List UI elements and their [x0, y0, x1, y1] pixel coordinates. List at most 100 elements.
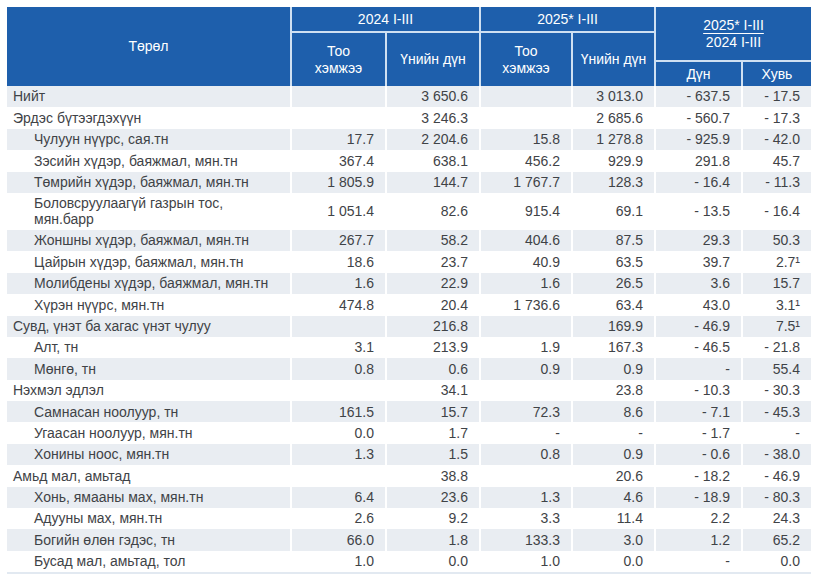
- cell-value: 915.4: [481, 193, 571, 230]
- table-row: Сувд, үнэт ба хагас үнэт чулуу216.8169.9…: [7, 316, 811, 337]
- cell-value: 2.6: [292, 508, 385, 529]
- cell-value: 1.9: [481, 337, 571, 358]
- col-group-2024: 2024 I-III: [292, 7, 479, 31]
- cell-value: 82.6: [387, 193, 479, 230]
- cell-value: 0.0: [292, 422, 385, 443]
- row-label: Адууны мах, мян.тн: [7, 508, 290, 529]
- col-group-2025: 2025* I-III: [481, 7, 654, 31]
- cell-value: 367.4: [292, 150, 385, 171]
- cell-value: [481, 316, 571, 337]
- cell-value: 15.8: [481, 129, 571, 150]
- cell-value: 1 767.7: [481, 172, 571, 193]
- cell-value: 169.9: [573, 316, 654, 337]
- cell-value: 1.2: [656, 529, 741, 550]
- row-label: Бусад мал, амьтад, тол: [7, 551, 290, 572]
- cell-value: 3.1: [292, 337, 385, 358]
- row-label: Алт, тн: [7, 337, 290, 358]
- col-header-value-2025: Үнийн дүн: [573, 33, 654, 86]
- cell-value: [292, 316, 385, 337]
- table-row: Алт, тн3.1213.91.9167.3- 46.5- 21.8: [7, 337, 811, 358]
- row-label: Мөнгө, тн: [7, 358, 290, 379]
- table-row: Төмрийн хүдэр, баяжмал, мян.тн1 805.9144…: [7, 172, 811, 193]
- cell-value: - 13.5: [656, 193, 741, 230]
- cell-value: 23.6: [387, 487, 479, 508]
- col-header-difference: Дүн: [656, 62, 741, 86]
- cell-value: - 11.3: [743, 172, 811, 193]
- row-label: Богийн өлөн гэдэс, тн: [7, 529, 290, 550]
- cell-value: 1 051.4: [292, 193, 385, 230]
- cell-value: 22.9: [387, 273, 479, 294]
- cell-value: 128.3: [573, 172, 654, 193]
- cell-value: 0.9: [573, 358, 654, 379]
- cell-value: 29.3: [656, 230, 741, 251]
- cell-value: 0.0: [387, 551, 479, 572]
- cell-value: 63.4: [573, 294, 654, 315]
- table-header: Төрөл 2024 I-III 2025* I-III 2025* I-III…: [7, 7, 811, 86]
- row-label: Хонины ноос, мян.тн: [7, 444, 290, 465]
- cell-value: 161.5: [292, 401, 385, 422]
- cell-value: 20.6: [573, 465, 654, 486]
- cell-value: 24.3: [743, 508, 811, 529]
- cell-value: 72.3: [481, 401, 571, 422]
- cell-value: 63.5: [573, 251, 654, 272]
- cell-value: 40.9: [481, 251, 571, 272]
- cell-value: 7.5¹: [743, 316, 811, 337]
- cell-value: 1.6: [481, 273, 571, 294]
- col-header-qty-2024: Тоо хэмжээ: [292, 33, 385, 86]
- cell-value: [481, 465, 571, 486]
- cell-value: 87.5: [573, 230, 654, 251]
- cell-value: 15.7: [387, 401, 479, 422]
- col-header-label: Тоо хэмжээ: [497, 43, 555, 77]
- col-header-label: Тоо хэмжээ: [310, 43, 368, 77]
- cell-value: [481, 86, 571, 107]
- cell-value: 267.7: [292, 230, 385, 251]
- cell-value: - 7.1: [656, 401, 741, 422]
- cell-value: - 45.3: [743, 401, 811, 422]
- cell-value: 0.0: [743, 551, 811, 572]
- cell-value: 43.0: [656, 294, 741, 315]
- cell-value: - 10.3: [656, 380, 741, 401]
- cell-value: 144.7: [387, 172, 479, 193]
- cell-value: 1.8: [387, 529, 479, 550]
- cell-value: 404.6: [481, 230, 571, 251]
- cell-value: 2 685.6: [573, 107, 654, 128]
- row-label: Сувд, үнэт ба хагас үнэт чулуу: [7, 316, 290, 337]
- cell-value: - 18.2: [656, 465, 741, 486]
- cell-value: 3.1¹: [743, 294, 811, 315]
- cell-value: 3.3: [481, 508, 571, 529]
- cell-value: 1.3: [481, 487, 571, 508]
- cell-value: 1.0: [481, 551, 571, 572]
- cell-value: - 18.9: [656, 487, 741, 508]
- cell-value: 291.8: [656, 150, 741, 171]
- cell-value: -: [573, 422, 654, 443]
- cell-value: [481, 107, 571, 128]
- row-label: Хонь, ямааны мах, мян.тн: [7, 487, 290, 508]
- cell-value: 0.9: [573, 444, 654, 465]
- cell-value: 3 650.6: [387, 86, 479, 107]
- row-label: Төмрийн хүдэр, баяжмал, мян.тн: [7, 172, 290, 193]
- cell-value: - 1.7: [656, 422, 741, 443]
- row-label: Нийт: [7, 86, 290, 107]
- cell-value: [292, 86, 385, 107]
- cell-value: [292, 107, 385, 128]
- cell-value: 6.4: [292, 487, 385, 508]
- cell-value: 1.6: [292, 273, 385, 294]
- col-header-label: Үнийн дүн: [400, 51, 466, 68]
- cell-value: 38.8: [387, 465, 479, 486]
- cell-value: 45.7: [743, 150, 811, 171]
- cell-value: 18.6: [292, 251, 385, 272]
- cell-value: 1.7: [387, 422, 479, 443]
- table-row: Угаасан ноолуур, мян.тн0.01.7--- 1.7-: [7, 422, 811, 443]
- cell-value: 133.3: [481, 529, 571, 550]
- cell-value: -: [481, 422, 571, 443]
- cell-value: 1 736.6: [481, 294, 571, 315]
- table-row: Боловсруулаагүй газрын тос, мян.барр1 05…: [7, 193, 811, 230]
- row-label: Зэсийн хүдэр, баяжмал, мян.тн: [7, 150, 290, 171]
- table-row: Чулуун нүүрс, сая.тн17.72 204.615.81 278…: [7, 129, 811, 150]
- cell-value: - 46.9: [656, 316, 741, 337]
- table-row: Мөнгө, тн0.80.60.90.9-55.4: [7, 358, 811, 379]
- cell-value: - 42.0: [743, 129, 811, 150]
- cell-value: 213.9: [387, 337, 479, 358]
- col-header-type: Төрөл: [7, 7, 290, 86]
- cell-value: - 46.5: [656, 337, 741, 358]
